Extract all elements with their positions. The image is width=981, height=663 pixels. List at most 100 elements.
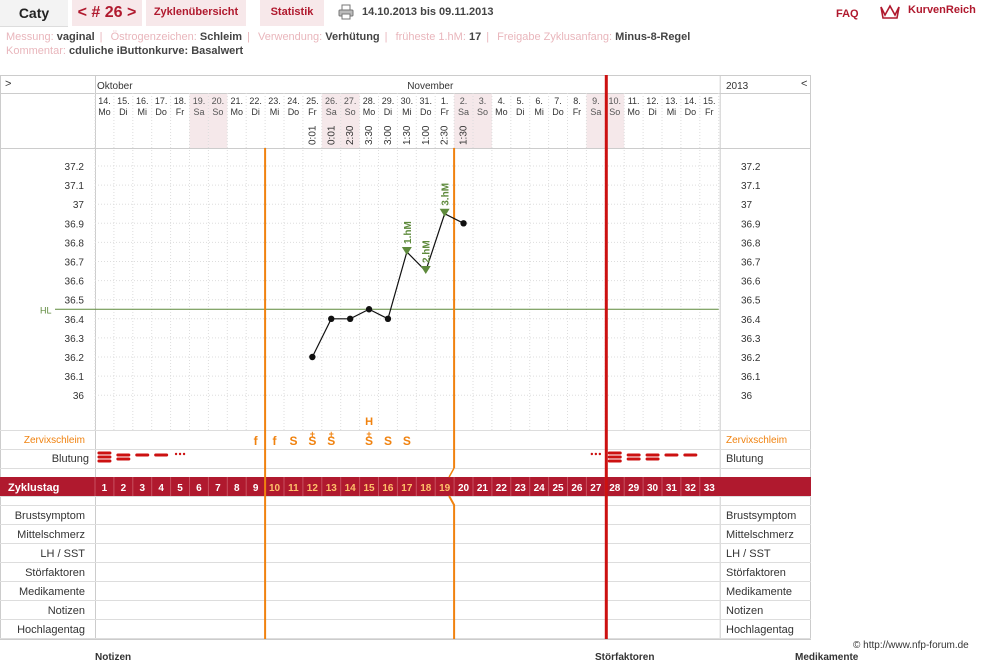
day-weekday: Sa [326, 107, 337, 117]
verwendung-value: Verhütung [325, 31, 380, 43]
hm-marker [420, 266, 431, 275]
bleeding-mark [174, 452, 178, 456]
day-number: 31. [419, 96, 432, 106]
crown-icon [880, 4, 900, 19]
y-tick-left: 36.6 [65, 277, 85, 288]
day-weekday: Mi [270, 107, 280, 117]
day-weekday: So [212, 107, 223, 117]
cycle-navigator[interactable]: < # 26 > [72, 0, 142, 26]
day-number: 13. [665, 96, 678, 106]
measure-time: 0:01 [326, 125, 337, 145]
cycle-day-number: 22 [496, 483, 508, 494]
brand-logo[interactable]: KurvenReich [908, 4, 976, 16]
row-label-left: Hochlagentag [17, 624, 85, 636]
row-label-left: Brustsymptom [15, 510, 85, 522]
row-label-right: Mittelschmerz [726, 529, 794, 541]
bleeding-mark [97, 451, 112, 455]
day-number: 2. [460, 96, 468, 106]
weekend-band [473, 93, 492, 148]
weekend-band [454, 93, 473, 148]
day-weekday: Mo [230, 107, 243, 117]
day-weekday: Sa [458, 107, 469, 117]
copyright: © http://www.nfp-forum.de [853, 640, 969, 651]
anfang-value: Minus-8-Regel [615, 31, 691, 43]
measure-time: 1:00 [421, 125, 432, 145]
row-label-left: Notizen [48, 605, 85, 617]
cycle-day-number: 20 [458, 483, 470, 494]
day-number: 22. [249, 96, 262, 106]
day-weekday: Do [685, 107, 697, 117]
day-weekday: Mi [138, 107, 148, 117]
day-number: 24. [287, 96, 300, 106]
day-weekday: Mo [98, 107, 111, 117]
measure-time: 3:30 [364, 125, 375, 145]
y-tick-left: 36.9 [65, 219, 85, 230]
weekend-band [189, 93, 209, 148]
verwendung-label: Verwendung: [257, 31, 323, 43]
bleeding-mark [607, 455, 622, 459]
tab-zyklenuebersicht[interactable]: Zyklenübersicht [146, 0, 246, 26]
fertile-end-line [448, 467, 455, 478]
y-tick-left: 37.2 [65, 162, 85, 173]
tab-statistik[interactable]: Statistik [260, 0, 324, 26]
mucus-symbol: S [289, 434, 297, 448]
weekend-band [340, 93, 360, 148]
meta-line-2: Kommentar: cduliche iButtonkurve: Basalw… [6, 45, 243, 57]
y-tick-right: 36.3 [741, 334, 761, 345]
cycle-day-number: 2 [121, 483, 127, 494]
nav-next-arrow: < [801, 78, 807, 90]
y-tick-left: 36.7 [65, 258, 85, 269]
day-weekday: Do [155, 107, 167, 117]
weekend-band [605, 93, 625, 148]
day-number: 9. [592, 96, 600, 106]
hm-value: 17 [468, 31, 482, 43]
day-weekday: Fr [308, 107, 317, 117]
faq-link[interactable]: FAQ [836, 8, 859, 20]
temperature-point [460, 220, 467, 227]
hm-label: 2.hM [422, 240, 433, 263]
temperature-point [365, 306, 373, 313]
bleeding-mark [626, 453, 641, 457]
day-number: 26. [325, 96, 338, 106]
cycle-day-number: 3 [139, 483, 145, 494]
kommentar-value: cduliche iButtonkurve: Basalwert [68, 45, 244, 57]
bleeding-mark [594, 452, 598, 456]
row-label-left: Störfaktoren [25, 567, 85, 579]
cycle-day-number: 6 [196, 483, 202, 494]
cycle-day-number: 21 [477, 483, 489, 494]
day-number: 15. [703, 96, 716, 106]
day-weekday: Di [648, 107, 657, 117]
cycle-day-number: 29 [628, 483, 640, 494]
bleeding-mark [154, 453, 169, 457]
date-range: 14.10.2013 bis 09.11.2013 [362, 6, 494, 18]
row-label-right: Notizen [726, 605, 763, 617]
y-tick-right: 36.8 [741, 238, 761, 249]
day-number: 11. [628, 96, 640, 106]
row-label-right: Störfaktoren [726, 567, 786, 579]
below-notizen: Notizen [95, 652, 132, 663]
measure-time: 0:01 [307, 125, 318, 145]
bleeding-mark [178, 452, 182, 456]
day-weekday: Fr [440, 107, 449, 117]
mucus-label-right: Zervixschleim [726, 435, 787, 446]
day-weekday: Di [384, 107, 393, 117]
mucus-h: H [365, 416, 373, 428]
bleeding-mark [683, 453, 698, 457]
cycle-day-number: 13 [326, 483, 338, 494]
y-tick-left: 36.2 [65, 353, 85, 364]
below-medikamente: Medikamente [795, 652, 859, 663]
y-tick-left: 36 [73, 391, 85, 402]
day-number: 18. [174, 96, 187, 106]
oestrogen-label: Östrogenzeichen: [110, 31, 197, 43]
day-number: 17. [155, 96, 168, 106]
day-number: 8. [573, 96, 581, 106]
row-label-right: LH / SST [726, 548, 771, 560]
top-bar: Caty < # 26 > Zyklenübersicht Statistik … [0, 0, 981, 27]
day-number: 10. [608, 96, 621, 106]
y-tick-right: 36.6 [741, 277, 761, 288]
mucus-plus: + [329, 429, 334, 439]
mucus-label-left: Zervixschleim [24, 435, 85, 446]
day-number: 7. [554, 96, 562, 106]
print-icon[interactable] [338, 4, 354, 20]
